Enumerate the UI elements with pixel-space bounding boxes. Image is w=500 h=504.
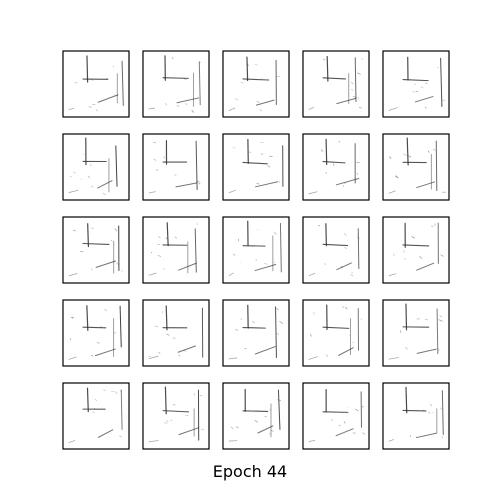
sample-image	[63, 217, 129, 283]
sample-image	[63, 134, 129, 200]
sample-image	[143, 51, 209, 117]
sample-image	[143, 383, 209, 449]
sample-image	[383, 134, 449, 200]
sample-image	[383, 300, 449, 366]
sample-image	[63, 383, 129, 449]
sample-image	[223, 51, 289, 117]
sample-image	[143, 217, 209, 283]
sample-image	[63, 51, 129, 117]
sample-image	[223, 300, 289, 366]
figure-caption: Epoch 44	[0, 462, 500, 482]
sample-image	[223, 217, 289, 283]
sample-image	[303, 300, 369, 366]
sample-image	[303, 383, 369, 449]
sample-image	[143, 134, 209, 200]
sample-image	[223, 383, 289, 449]
sample-image	[303, 134, 369, 200]
sample-image	[303, 217, 369, 283]
sample-image	[383, 51, 449, 117]
sample-image	[383, 217, 449, 283]
sample-image	[143, 300, 209, 366]
sample-image	[63, 300, 129, 366]
sample-image	[303, 51, 369, 117]
sample-image	[223, 134, 289, 200]
sample-image	[383, 383, 449, 449]
